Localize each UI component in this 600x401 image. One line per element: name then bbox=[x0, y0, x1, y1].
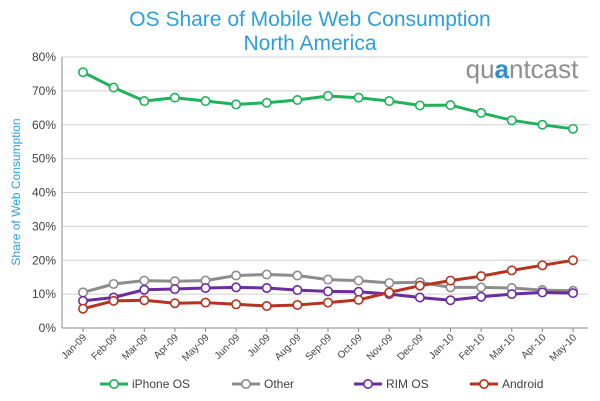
quantcast-logo-text: quantcast bbox=[466, 54, 580, 84]
data-point bbox=[261, 283, 272, 294]
y-tick-label: 50% bbox=[32, 152, 56, 166]
data-point bbox=[445, 295, 456, 306]
data-point bbox=[139, 295, 150, 306]
data-point bbox=[476, 271, 487, 282]
gridlines bbox=[62, 56, 588, 295]
axes bbox=[61, 57, 588, 332]
data-point bbox=[414, 280, 425, 291]
legend-swatch-marker bbox=[478, 378, 489, 389]
data-point bbox=[108, 295, 119, 306]
data-point bbox=[261, 269, 272, 280]
y-tick-label: 10% bbox=[32, 287, 56, 301]
data-point bbox=[476, 282, 487, 293]
data-point bbox=[384, 96, 395, 107]
legend-swatch-marker bbox=[241, 378, 252, 389]
data-point bbox=[567, 123, 578, 134]
series-android bbox=[78, 255, 578, 314]
data-point bbox=[445, 100, 456, 111]
data-point bbox=[78, 67, 89, 78]
data-point bbox=[78, 303, 89, 314]
y-tick-label: 60% bbox=[32, 118, 56, 132]
legend: iPhone OS Other RIM OS Android bbox=[100, 377, 543, 391]
data-point bbox=[200, 297, 211, 308]
data-point bbox=[200, 96, 211, 107]
data-point bbox=[231, 299, 242, 310]
legend-label: iPhone OS bbox=[132, 377, 190, 391]
data-point bbox=[292, 285, 303, 296]
data-point bbox=[139, 96, 150, 107]
data-point bbox=[353, 294, 364, 305]
data-point bbox=[353, 275, 364, 286]
legend-label: RIM OS bbox=[386, 377, 429, 391]
data-point bbox=[139, 275, 150, 286]
data-point bbox=[108, 82, 119, 93]
data-point bbox=[384, 277, 395, 288]
quantcast-logo-accent: a bbox=[495, 54, 510, 84]
legend-item: Other bbox=[232, 377, 294, 391]
data-point bbox=[537, 119, 548, 130]
legend-swatch-marker bbox=[109, 378, 120, 389]
chart-subtitle: North America bbox=[243, 32, 376, 55]
data-point bbox=[322, 286, 333, 297]
data-point bbox=[169, 284, 180, 295]
data-point bbox=[231, 282, 242, 293]
data-point bbox=[231, 99, 242, 110]
quantcast-logo-part: ntcast bbox=[509, 54, 579, 84]
quantcast-logo-part: qu bbox=[466, 54, 495, 84]
data-point bbox=[139, 284, 150, 295]
y-tick-label: 70% bbox=[32, 84, 56, 98]
data-point bbox=[322, 90, 333, 101]
data-point bbox=[476, 291, 487, 302]
data-point bbox=[353, 286, 364, 297]
series bbox=[78, 67, 578, 314]
data-point bbox=[506, 265, 517, 276]
legend-label: Android bbox=[502, 377, 543, 391]
data-point bbox=[169, 92, 180, 103]
data-point bbox=[353, 92, 364, 103]
data-point bbox=[506, 289, 517, 300]
data-point bbox=[445, 275, 456, 286]
data-point bbox=[537, 287, 548, 298]
y-tick-label: 0% bbox=[39, 321, 57, 335]
data-point bbox=[261, 97, 272, 108]
data-point bbox=[567, 288, 578, 299]
data-point bbox=[78, 287, 89, 298]
legend-label: Other bbox=[264, 377, 294, 391]
data-point bbox=[108, 278, 119, 289]
data-point bbox=[414, 100, 425, 111]
y-tick-labels: 0% 10% 20% 30% 40% 50% 60% 70% 80% bbox=[32, 50, 56, 335]
legend-item: RIM OS bbox=[354, 377, 429, 391]
data-point bbox=[476, 107, 487, 118]
y-tick-label: 30% bbox=[32, 219, 56, 233]
y-tick-label: 80% bbox=[32, 50, 56, 64]
data-point bbox=[261, 300, 272, 311]
data-point bbox=[200, 283, 211, 294]
data-point bbox=[567, 255, 578, 266]
y-tick-label: 40% bbox=[32, 186, 56, 200]
data-point bbox=[292, 270, 303, 281]
legend-swatch-marker bbox=[362, 378, 373, 389]
legend-item: Android bbox=[470, 377, 543, 391]
quantcast-logo: quantcast bbox=[466, 54, 580, 84]
data-point bbox=[322, 274, 333, 285]
data-point bbox=[292, 299, 303, 310]
data-point bbox=[537, 260, 548, 271]
data-point bbox=[414, 292, 425, 303]
y-axis-title: Share of Web Consumption bbox=[9, 118, 23, 265]
data-point bbox=[506, 115, 517, 126]
series-rim-os bbox=[78, 282, 578, 306]
data-point bbox=[322, 297, 333, 308]
legend-item: iPhone OS bbox=[100, 377, 190, 391]
chart-title: OS Share of Mobile Web Consumption bbox=[129, 8, 490, 31]
data-point bbox=[292, 95, 303, 106]
data-point bbox=[169, 298, 180, 309]
data-point bbox=[231, 270, 242, 281]
data-point bbox=[384, 287, 395, 298]
series-iphone-os bbox=[78, 67, 578, 134]
y-tick-label: 20% bbox=[32, 253, 56, 267]
